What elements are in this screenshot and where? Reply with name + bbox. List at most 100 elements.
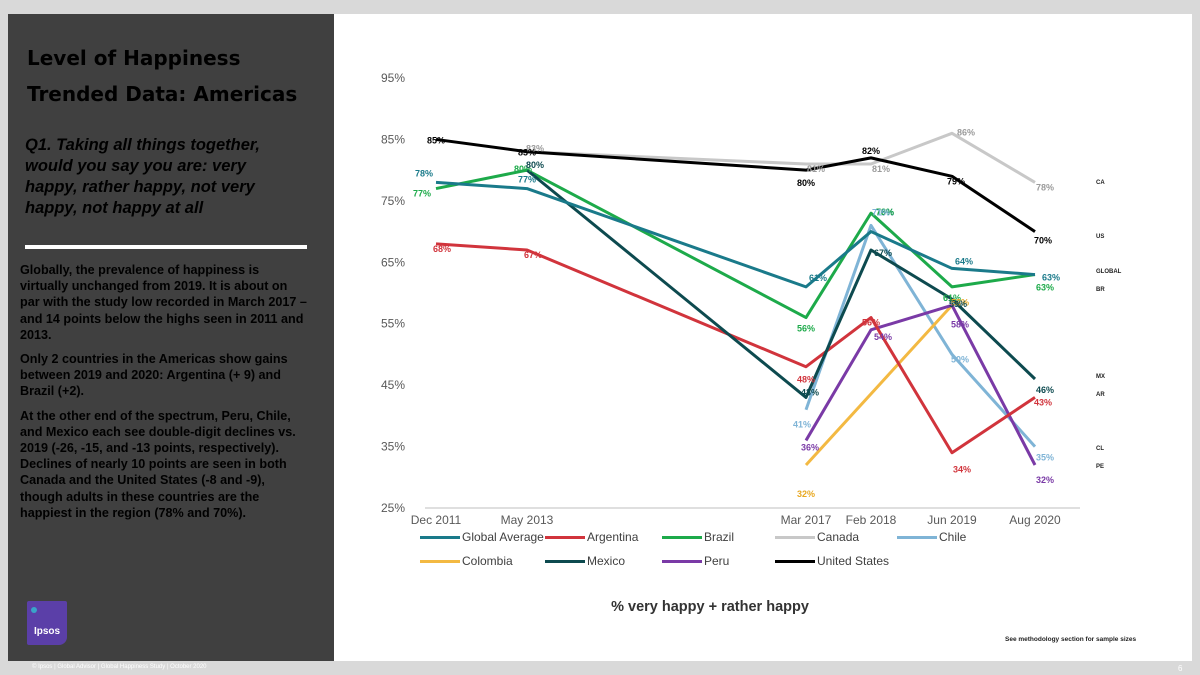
legend-item: Brazil [662,530,734,544]
legend-item: Argentina [545,530,638,544]
legend-item: Mexico [545,554,625,568]
series-line-argentina [435,242,1036,455]
chart-legend: Global Average Argentina Brazil Canada Chile… [420,530,980,578]
data-label-united-states: 79% [947,176,965,186]
series-line-chile [804,223,1037,448]
series-code-label: US [1096,234,1104,240]
series-line-canada [526,131,1036,184]
legend-label: Canada [817,530,860,544]
summary-paragraph-3: At the other end of the spectrum, Peru, … [20,408,296,520]
data-label-canada: 81% [872,164,890,174]
data-label-peru: 54% [874,332,892,342]
y-tick-label: 55% [381,317,405,331]
series-code-label: CA [1096,180,1105,186]
series-line-global-average [435,180,1036,289]
x-tick-label: Dec 2011 [411,513,462,527]
series-line-mexico [526,168,1037,399]
ipsos-logo: Ipsos [27,601,67,645]
series-code-label: CL [1096,446,1104,452]
legend-label: Global Average [462,530,544,544]
series-code-label: BR [1096,287,1105,293]
legend-swatch [775,535,815,539]
data-label-chile: 71% [872,207,890,217]
x-tick-label: Jun 2019 [927,513,977,527]
data-label-canada: 78% [1036,182,1054,192]
legend-label: United States [817,554,890,568]
legend-item: United States [775,554,889,568]
left-panel [8,14,334,661]
data-label-mexico: 59% [949,299,967,309]
y-tick-label: 45% [381,378,405,392]
legend-swatch [545,559,585,563]
data-label-colombia: 32% [797,489,815,499]
data-label-brazil: 56% [797,324,815,334]
y-tick-label: 85% [381,132,405,146]
survey-question: Q1. Taking all things together, would yo… [25,136,261,217]
series-code-label: MX [1096,374,1105,380]
data-label-chile: 35% [1036,453,1054,463]
data-label-argentina: 34% [953,465,971,475]
legend-swatch [662,535,702,539]
legend-label: Colombia [462,554,513,568]
legend-label: Chile [939,530,967,544]
legend-item: Chile [897,530,966,544]
data-label-global-average: 78% [415,168,433,178]
data-label-brazil: 63% [1036,283,1054,293]
data-label-chile: 41% [793,420,811,430]
x-tick-label: Feb 2018 [846,513,897,527]
page-title: Level of Happiness Trended Data: America… [27,40,317,112]
data-label-united-states: 82% [862,146,880,156]
methodology-note: See methodology section for sample sizes [1005,636,1137,643]
series-code-label: GLOBAL [1096,269,1122,275]
data-label-canada: 83% [526,144,544,154]
legend-swatch [420,535,460,539]
data-label-global-average: 77% [518,175,536,185]
series-line-united-states [435,137,1036,233]
legend-swatch [897,535,937,539]
data-label-global-average: 64% [955,256,973,266]
summary-text: Globally, the prevalence of happiness is… [20,262,310,529]
data-label-mexico: 46% [1036,385,1054,395]
data-label-brazil: 61% [943,293,961,303]
data-label-argentina: 43% [1034,397,1052,407]
legend-item: Global Average [420,530,544,544]
data-label-global-average: 61% [809,273,827,283]
x-tick-label: Aug 2020 [1009,513,1061,527]
data-label-global-average: 63% [1042,273,1060,283]
data-label-argentina: 56% [862,318,880,328]
title-line-2: Trended Data: Americas [27,82,298,106]
data-label-argentina: 67% [524,250,542,260]
y-tick-label: 95% [381,71,405,85]
legend-item: Colombia [420,554,513,568]
data-label-canada: 81% [807,164,825,174]
data-label-argentina: 68% [433,244,451,254]
y-tick-label: 75% [381,194,405,208]
legend-swatch [662,559,702,563]
series-code-label: AR [1096,392,1105,398]
y-tick-label: 25% [381,501,405,515]
data-label-brazil: 77% [413,189,431,199]
legend-swatch [545,535,585,539]
legend-label: Peru [704,554,730,568]
data-label-colombia: 58% [951,297,969,307]
data-label-global-average: 70% [876,208,894,218]
series-line-brazil [435,168,1036,320]
data-label-united-states: 85% [427,135,445,145]
legend-item: Canada [775,530,859,544]
legend-label: Mexico [587,554,626,568]
data-label-mexico: 67% [874,248,892,258]
data-label-argentina: 48% [797,375,815,385]
data-label-peru: 36% [801,442,819,452]
data-label-united-states: 70% [1034,236,1052,246]
data-label-chile: 50% [951,354,969,364]
summary-paragraph-1: Globally, the prevalence of happiness is… [20,263,307,342]
y-tick-label: 35% [381,440,405,454]
legend-swatch [420,559,460,563]
data-label-brazil: 80% [514,164,532,174]
data-label-brazil: 73% [876,207,894,217]
y-tick-label: 65% [381,255,405,269]
series-line-colombia [804,304,954,467]
logo-dot-icon [31,607,37,613]
series-line-peru [804,303,1037,466]
